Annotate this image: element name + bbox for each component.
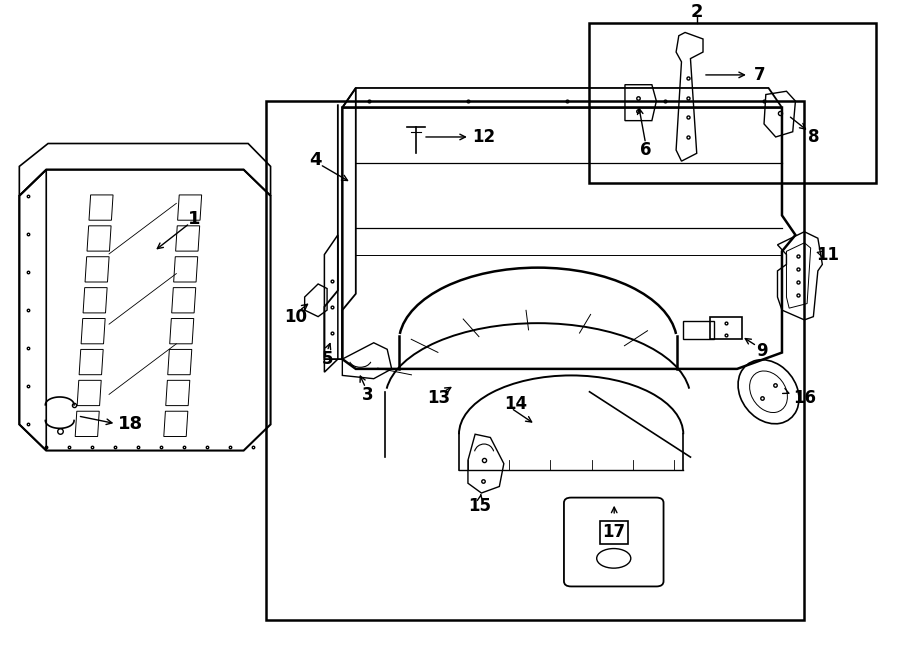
Text: 8: 8 — [807, 128, 819, 146]
Bar — [266, 101, 805, 621]
Bar — [710, 317, 742, 340]
Text: 17: 17 — [603, 524, 625, 541]
Text: 3: 3 — [362, 386, 374, 404]
Text: 18: 18 — [118, 415, 143, 434]
Text: 11: 11 — [816, 246, 839, 264]
Text: 4: 4 — [310, 151, 321, 169]
Text: 16: 16 — [793, 389, 815, 407]
Text: 13: 13 — [428, 389, 451, 407]
Text: 7: 7 — [753, 66, 765, 84]
Text: 6: 6 — [640, 141, 652, 159]
Text: 12: 12 — [472, 128, 496, 146]
Text: 1: 1 — [188, 210, 201, 227]
Text: 15: 15 — [468, 497, 491, 515]
Text: 14: 14 — [504, 395, 527, 412]
Text: 5: 5 — [321, 350, 333, 368]
Bar — [683, 321, 714, 340]
Text: 9: 9 — [756, 342, 768, 360]
Text: 2: 2 — [690, 3, 703, 20]
Bar — [590, 22, 877, 182]
Text: 10: 10 — [284, 307, 307, 326]
